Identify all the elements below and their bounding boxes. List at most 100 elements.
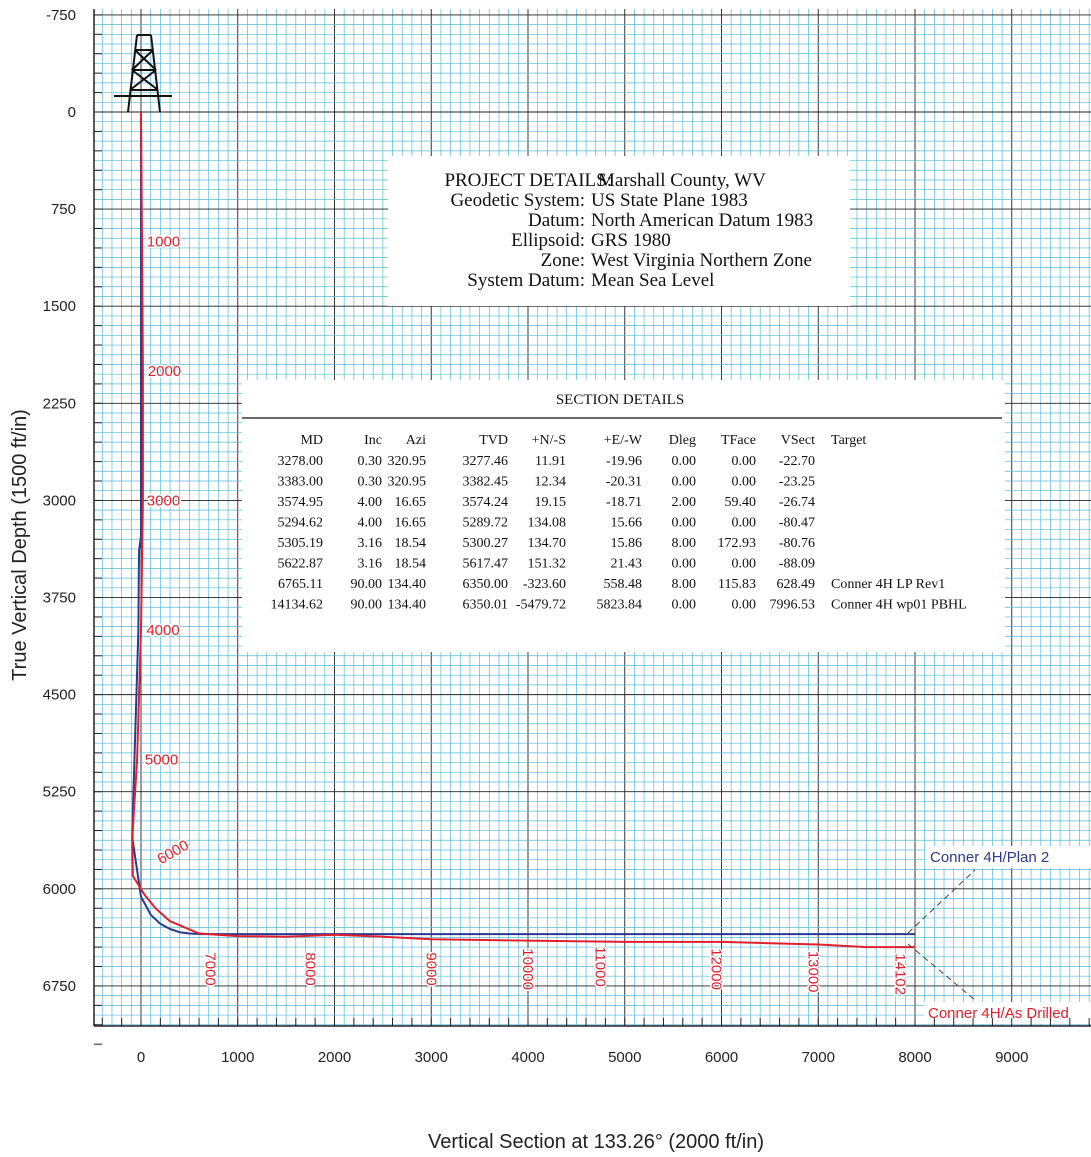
x-tick-label: 7000: [802, 1049, 835, 1066]
md-label: 12000: [708, 948, 725, 990]
section-cell: 18.54: [395, 536, 427, 551]
section-cell: 19.15: [535, 495, 567, 510]
section-cell: 16.65: [395, 516, 427, 531]
section-cell: Conner 4H LP Rev1: [831, 577, 945, 592]
section-cell: 134.08: [528, 516, 567, 531]
section-header-cell: MD: [300, 433, 323, 448]
section-cell: -5479.72: [516, 598, 566, 613]
project-value: Mean Sea Level: [591, 270, 714, 291]
section-cell: 6350.00: [463, 577, 509, 592]
project-value: US State Plane 1983: [591, 190, 748, 211]
section-cell: 5823.84: [597, 598, 643, 613]
plan-annotation: Conner 4H/Plan 2: [930, 849, 1049, 866]
section-cell: 0.00: [672, 598, 697, 613]
section-header-cell: VSect: [781, 433, 815, 448]
section-cell: 15.86: [611, 536, 643, 551]
section-cell: 134.70: [528, 536, 567, 551]
section-cell: 558.48: [604, 577, 643, 592]
x-tick-label: 0: [137, 1049, 145, 1066]
section-cell: 5305.19: [278, 536, 324, 551]
md-label: 7000: [202, 952, 219, 985]
section-cell: 134.40: [388, 577, 427, 592]
x-axis-title: Vertical Section at 133.26° (2000 ft/in): [428, 1131, 764, 1153]
project-key: Zone:: [541, 250, 585, 271]
project-title-value: Marshall County, WV: [598, 170, 766, 191]
y-tick-label: 6750: [43, 978, 76, 995]
section-cell: 0.00: [672, 475, 697, 490]
y-tick-label: 0: [68, 104, 76, 121]
section-cell: 2.00: [672, 495, 697, 510]
as-drilled-line: [131, 111, 915, 949]
md-label: 10000: [519, 948, 536, 990]
section-cell: 3277.46: [463, 454, 509, 469]
section-cell: 59.40: [725, 495, 757, 510]
x-tick-label: 2000: [318, 1049, 351, 1066]
section-cell: 8.00: [672, 577, 697, 592]
section-cell: Conner 4H wp01 PBHL: [831, 598, 967, 613]
section-cell: 134.40: [388, 598, 427, 613]
section-cell: 0.00: [732, 516, 757, 531]
drilled-leader-line: [907, 943, 976, 1001]
md-label: 5000: [145, 751, 178, 768]
section-cell: 6350.01: [463, 598, 509, 613]
section-cell: 11.91: [535, 454, 566, 469]
project-key: Datum:: [528, 210, 585, 231]
y-tick-label: 6000: [43, 881, 76, 898]
section-cell: 3383.00: [278, 475, 324, 490]
section-cell: 3.16: [358, 536, 383, 551]
section-details-title: SECTION DETAILS: [556, 392, 684, 408]
section-header-cell: +N/-S: [532, 433, 566, 448]
section-cell: 628.49: [777, 577, 816, 592]
section-cell: 15.66: [611, 516, 643, 531]
section-header-cell: TVD: [479, 433, 508, 448]
section-cell: 320.95: [388, 454, 427, 469]
y-tick-label: 750: [51, 201, 76, 218]
section-cell: 6765.11: [278, 577, 323, 592]
plan-2-line: [131, 112, 915, 936]
md-label: 4000: [146, 622, 179, 639]
md-label: 1000: [147, 233, 180, 250]
section-cell: 0.00: [672, 557, 697, 572]
section-cell: 172.93: [718, 536, 757, 551]
section-cell: 5289.72: [463, 516, 509, 531]
section-cell: 5300.27: [463, 536, 509, 551]
section-cell: 0.00: [672, 516, 697, 531]
y-tick-label: 3000: [43, 492, 76, 509]
section-cell: 0.30: [358, 454, 383, 469]
section-cell: 4.00: [358, 516, 383, 531]
section-cell: 18.54: [395, 557, 427, 572]
section-cell: 3574.24: [463, 495, 509, 510]
section-cell: 4.00: [358, 495, 383, 510]
section-cell: 21.43: [611, 557, 643, 572]
section-header-cell: Target: [831, 433, 866, 448]
x-tick-label: 9000: [995, 1049, 1028, 1066]
project-key: System Datum:: [467, 270, 585, 291]
section-cell: 90.00: [351, 598, 383, 613]
md-label: 11000: [592, 946, 609, 987]
section-cell: 0.00: [732, 475, 757, 490]
section-cell: -323.60: [523, 577, 566, 592]
y-tick-label: 1500: [43, 298, 76, 315]
project-title-key: PROJECT DETAILS:: [444, 170, 612, 191]
x-tick-label: 3000: [415, 1049, 448, 1066]
ticks: [94, 14, 1090, 1045]
section-cell: -88.09: [779, 557, 815, 572]
section-cell: 0.00: [732, 598, 757, 613]
y-tick-label: 4500: [43, 687, 76, 704]
project-value: West Virginia Northern Zone: [591, 250, 812, 271]
plan-leader-line: [907, 869, 976, 934]
section-cell: 3278.00: [278, 454, 324, 469]
section-cell: 0.00: [732, 454, 757, 469]
section-cell: 90.00: [351, 577, 383, 592]
section-cell: 3.16: [358, 557, 383, 572]
project-value: GRS 1980: [591, 230, 671, 251]
project-key: Geodetic System:: [450, 190, 585, 211]
md-label: 2000: [148, 363, 181, 380]
section-header-cell: +E/-W: [604, 433, 643, 448]
section-cell: -80.47: [779, 516, 815, 531]
y-tick-label: 3750: [43, 590, 76, 607]
x-tick-label: 8000: [898, 1049, 931, 1066]
section-cell: -26.74: [779, 495, 815, 510]
section-cell: 320.95: [388, 475, 427, 490]
section-cell: 151.32: [528, 557, 567, 572]
